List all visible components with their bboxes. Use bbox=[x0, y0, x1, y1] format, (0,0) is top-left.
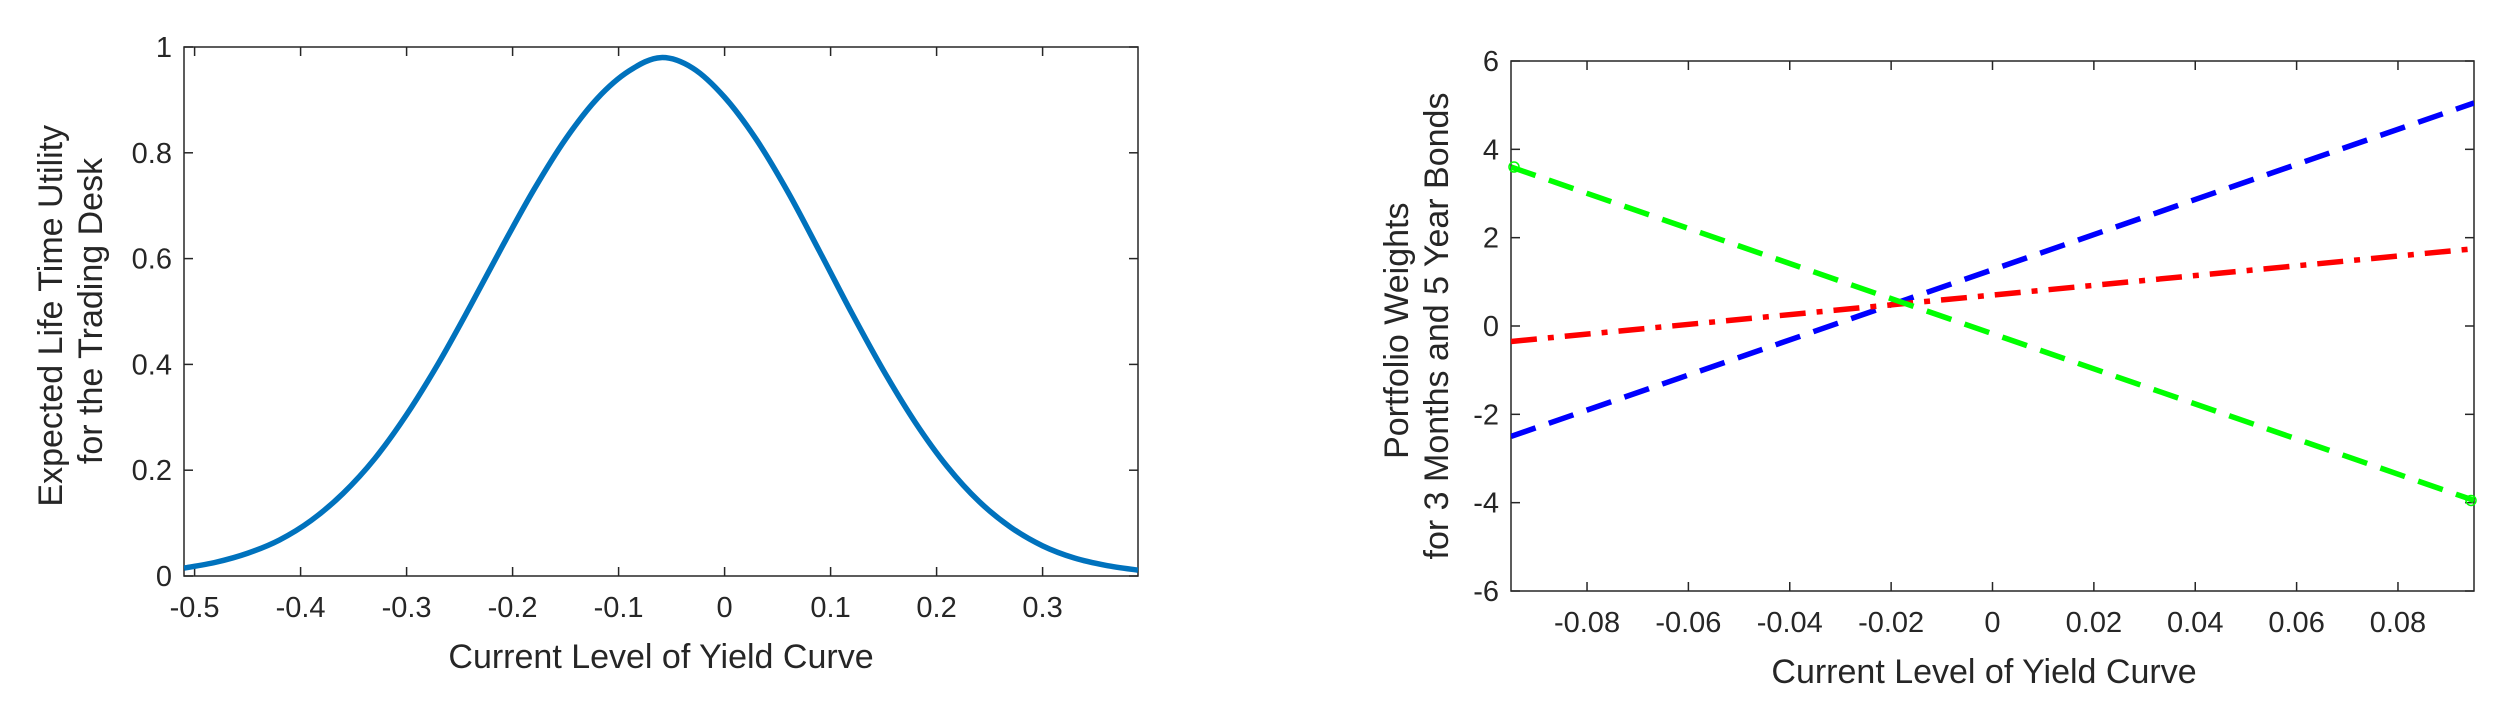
x-tick-label: -0.08 bbox=[1554, 607, 1620, 639]
chart-expected-utility: -0.5 -0.4 -0.3 -0.2 -0.1 0 0.1 0.2 0.3 0 0.2 0.4 0.6… bbox=[32, 32, 1139, 676]
y-axis-label: Expected Life Time Utility for the Tradi… bbox=[32, 115, 110, 506]
x-tick-label: 0.2 bbox=[916, 592, 956, 624]
y-axis-label: Portfolio Weights for 3 Months and 5 Yea… bbox=[1378, 93, 1456, 560]
x-tick-label: -0.4 bbox=[276, 592, 326, 624]
y-tick-label: 0.6 bbox=[132, 244, 172, 276]
y-tick-label: 0 bbox=[156, 561, 172, 593]
x-tick-label: -0.02 bbox=[1858, 607, 1924, 639]
series-group bbox=[1511, 100, 2474, 504]
series-end-marker bbox=[2465, 494, 2477, 507]
x-tick-label: 0.3 bbox=[1022, 592, 1062, 624]
x-tick-label: 0.1 bbox=[810, 592, 850, 624]
y-tick-label: -2 bbox=[1473, 399, 1499, 431]
x-tick-label: 0.04 bbox=[2167, 607, 2223, 639]
x-tick-label: 0 bbox=[717, 592, 733, 624]
y-tick-label: -6 bbox=[1473, 576, 1499, 608]
y-tick-label: 4 bbox=[1483, 134, 1499, 166]
tick-labels: -0.5 -0.4 -0.3 -0.2 -0.1 0 0.1 0.2 0.3 0 0.2 0.4 0.6… bbox=[132, 32, 1063, 624]
x-tick-label: 0.02 bbox=[2066, 607, 2122, 639]
y-axis-label-line-2: for 3 Months and 5 Year Bonds bbox=[1418, 93, 1456, 560]
plot-area-frame bbox=[1510, 60, 2475, 592]
tick-marks bbox=[1511, 60, 2474, 592]
x-tick-label: -0.3 bbox=[382, 592, 432, 624]
x-tick-label: -0.2 bbox=[488, 592, 538, 624]
y-tick-label: 0.4 bbox=[132, 349, 172, 381]
x-tick-label: -0.1 bbox=[594, 592, 644, 624]
y-axis-label-line-1: Portfolio Weights bbox=[1378, 203, 1416, 459]
y-tick-label: 6 bbox=[1483, 46, 1499, 78]
y-axis-label-line-2: for the Trading Desk bbox=[72, 157, 110, 464]
x-axis-label: Current Level of Yield Curve bbox=[1771, 653, 2196, 691]
x-tick-label: -0.04 bbox=[1757, 607, 1823, 639]
series-line-dashed-0 bbox=[1511, 100, 2474, 440]
x-tick-label: 0.06 bbox=[2268, 607, 2324, 639]
y-tick-label: -4 bbox=[1473, 488, 1499, 520]
x-tick-label: 0.08 bbox=[2370, 607, 2426, 639]
series-line-dashed-2 bbox=[1511, 164, 2474, 504]
x-tick-label: 0 bbox=[1984, 607, 2000, 639]
series-line-solid-0 bbox=[184, 54, 1138, 573]
y-tick-label: 1 bbox=[156, 32, 172, 64]
x-tick-label: -0.5 bbox=[170, 592, 220, 624]
x-tick-label: -0.06 bbox=[1655, 607, 1721, 639]
chart-portfolio-weights: -0.08 -0.06 -0.04 -0.02 0 0.02 0.04 0.06 0.08 -6 -… bbox=[1378, 46, 2477, 691]
y-axis-label-line-1: Expected Life Time Utility bbox=[32, 125, 70, 507]
x-axis-label: Current Level of Yield Curve bbox=[448, 638, 873, 676]
y-tick-label: 2 bbox=[1483, 223, 1499, 255]
y-tick-label: 0.2 bbox=[132, 455, 172, 487]
tick-marks bbox=[184, 46, 1138, 577]
tick-labels: -0.08 -0.06 -0.04 -0.02 0 0.02 0.04 0.06 0.08 -6 -… bbox=[1473, 46, 2426, 639]
series-group bbox=[184, 54, 1138, 573]
y-tick-label: 0 bbox=[1483, 311, 1499, 343]
series-end-marker bbox=[1508, 161, 1520, 173]
y-tick-label: 0.8 bbox=[132, 138, 172, 170]
plot-area-frame bbox=[183, 46, 1139, 577]
